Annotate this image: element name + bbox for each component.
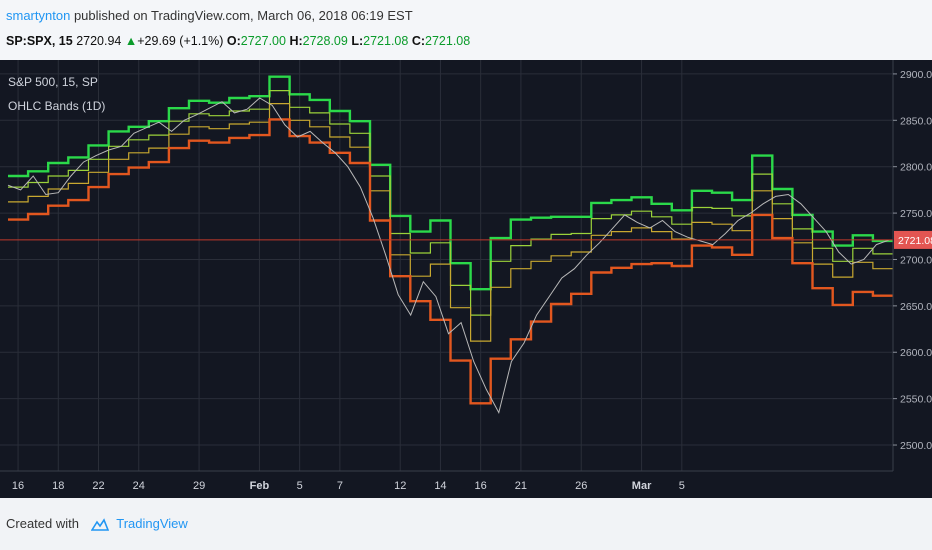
low-value: 2721.08 — [363, 34, 409, 48]
last-price-badge: 2721.08 — [894, 230, 932, 249]
y-tick-label: 2550.00 — [900, 394, 932, 406]
price-chart[interactable]: 2900.00 2850.00 2800.00 2750.00 2700.00 2650.… — [0, 60, 932, 498]
y-tick-label: 2500.00 — [900, 440, 932, 452]
last-price-badge-text: 2721.08 — [898, 235, 932, 247]
band-low — [8, 118, 893, 405]
x-tick-label: 14 — [434, 480, 446, 492]
y-tick-label: 2700.00 — [900, 254, 932, 266]
quote-bar: SP:SPX, 15 2720.94 ▲+29.69 (+1.1%) O:272… — [6, 34, 470, 48]
open-label: O: — [226, 34, 241, 48]
created-with-text: Created with — [6, 516, 79, 531]
x-axis: 16 18 22 24 29 Feb 5 7 12 14 16 21 26 Mar 5 — [0, 470, 893, 492]
y-tick-label: 2800.00 — [900, 162, 932, 174]
price-line — [7, 97, 890, 414]
x-tick-label: 21 — [515, 480, 527, 492]
footer: Created with TradingView — [0, 498, 932, 550]
band-mid_low — [8, 103, 893, 342]
ohlc-bands — [8, 75, 893, 405]
low-label: L: — [351, 34, 364, 48]
created-with: Created with TradingView — [6, 516, 188, 532]
x-tick-label: 5 — [297, 480, 303, 492]
y-tick-label: 2600.00 — [900, 347, 932, 359]
y-tick-label: 2750.00 — [900, 208, 932, 220]
last-price: 2720.94 — [76, 34, 122, 48]
high-label: H: — [289, 34, 303, 48]
published-line: smartynton published on TradingView.com,… — [6, 8, 413, 23]
x-tick-label: Mar — [632, 480, 652, 492]
tradingview-logo-icon — [90, 517, 109, 531]
symbol-label: SP:SPX, 15 — [6, 34, 73, 48]
up-arrow-icon: ▲ — [124, 34, 138, 48]
high-value: 2728.09 — [302, 34, 348, 48]
price-change: +29.69 (+1.1%) — [137, 34, 224, 48]
y-tick-label: 2650.00 — [900, 301, 932, 313]
band-high — [8, 75, 893, 291]
published-text: published on TradingView.com, March 06, … — [73, 8, 413, 23]
x-tick-label: 16 — [475, 480, 487, 492]
close-value: 2721.08 — [425, 34, 471, 48]
x-tick-label: Feb — [250, 480, 270, 492]
y-tick-label: 2850.00 — [900, 115, 932, 127]
price-series — [7, 97, 890, 414]
close-label: C: — [411, 34, 426, 48]
x-tick-label: 5 — [679, 480, 685, 492]
tradingview-brand[interactable]: TradingView — [116, 516, 188, 531]
open-value: 2727.00 — [240, 34, 286, 48]
plot-background — [0, 60, 893, 471]
y-tick-label: 2900.00 — [900, 69, 932, 81]
y-axis: 2900.00 2850.00 2800.00 2750.00 2700.00 2650.… — [892, 60, 932, 471]
legend-symbol: S&P 500, 15, SP — [8, 75, 98, 89]
x-tick-label: 16 — [12, 480, 24, 492]
legend-indicator: OHLC Bands (1D) — [8, 99, 105, 113]
x-tick-label: 26 — [575, 480, 587, 492]
x-tick-label: 18 — [52, 480, 64, 492]
author-link[interactable]: smartynton — [6, 8, 71, 23]
last-price-badge-bg — [894, 230, 932, 249]
x-tick-label: 29 — [193, 480, 205, 492]
x-tick-label: 22 — [92, 480, 104, 492]
chart-area[interactable]: 2900.00 2850.00 2800.00 2750.00 2700.00 2650.… — [0, 60, 932, 498]
x-tick-label: 24 — [133, 480, 145, 492]
publication-header: smartynton published on TradingView.com,… — [0, 0, 932, 60]
x-tick-label: 12 — [394, 480, 406, 492]
x-tick-label: 7 — [337, 480, 343, 492]
